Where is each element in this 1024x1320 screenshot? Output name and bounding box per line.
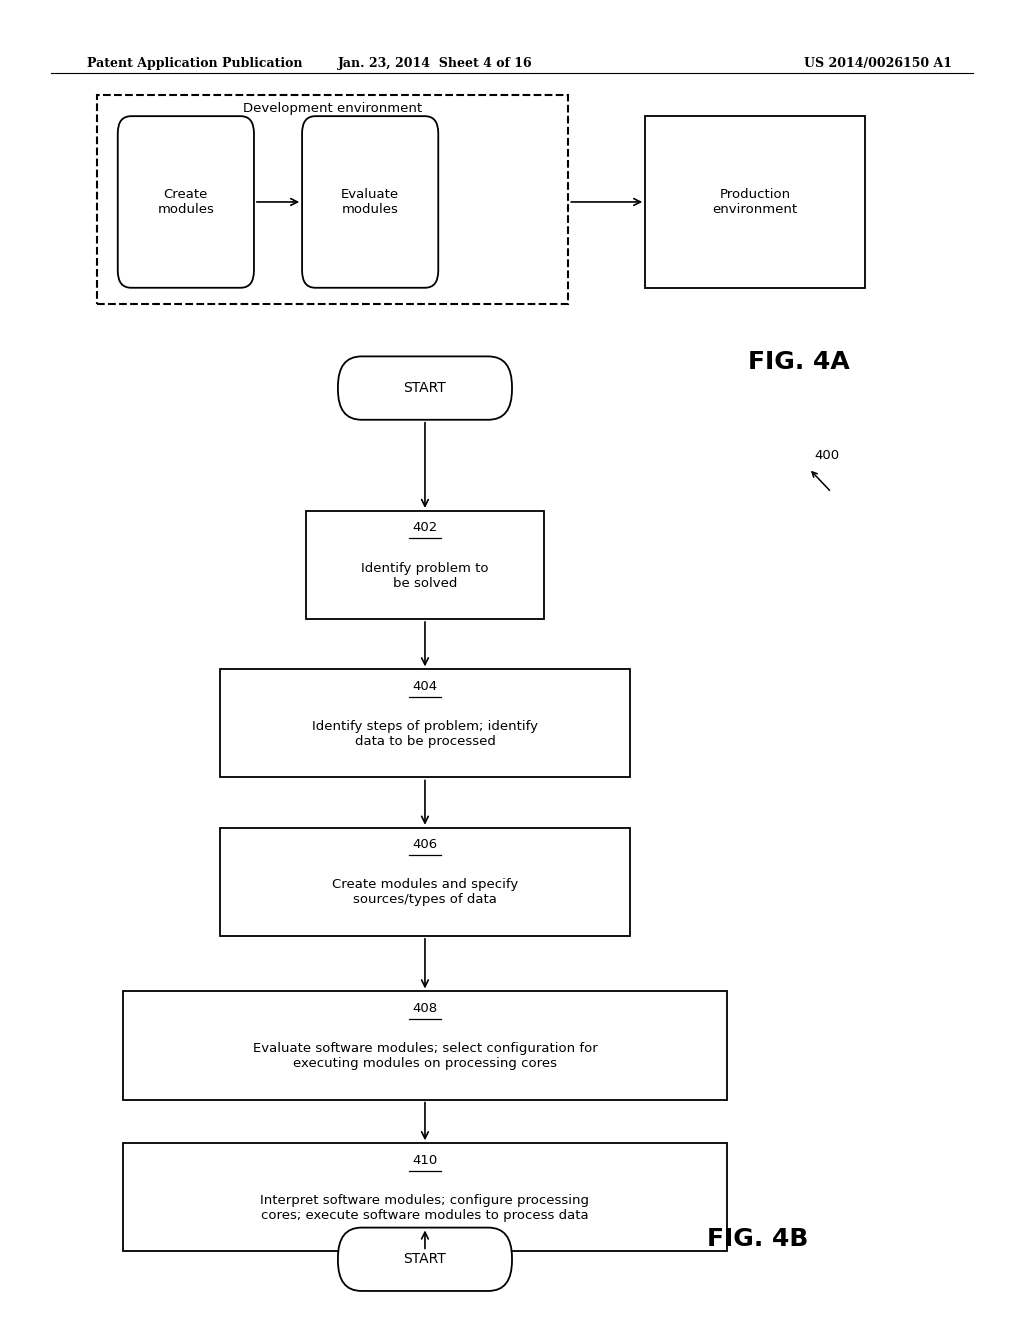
Text: Identify steps of problem; identify
data to be processed: Identify steps of problem; identify data… bbox=[312, 719, 538, 748]
FancyBboxPatch shape bbox=[220, 828, 630, 936]
Text: Interpret software modules; configure processing
cores; execute software modules: Interpret software modules; configure pr… bbox=[260, 1193, 590, 1222]
FancyBboxPatch shape bbox=[302, 116, 438, 288]
Text: Patent Application Publication: Patent Application Publication bbox=[87, 57, 302, 70]
Text: 402: 402 bbox=[413, 521, 437, 535]
Text: 406: 406 bbox=[413, 838, 437, 851]
FancyBboxPatch shape bbox=[118, 116, 254, 288]
Text: Create
modules: Create modules bbox=[158, 187, 214, 216]
FancyBboxPatch shape bbox=[123, 991, 727, 1100]
FancyBboxPatch shape bbox=[306, 511, 544, 619]
Text: 400: 400 bbox=[814, 449, 840, 462]
Text: FIG. 4A: FIG. 4A bbox=[748, 350, 849, 374]
Text: START: START bbox=[403, 1253, 446, 1266]
Text: Create modules and specify
sources/types of data: Create modules and specify sources/types… bbox=[332, 878, 518, 907]
Text: Evaluate software modules; select configuration for
executing modules on process: Evaluate software modules; select config… bbox=[253, 1041, 597, 1071]
Text: Jan. 23, 2014  Sheet 4 of 16: Jan. 23, 2014 Sheet 4 of 16 bbox=[338, 57, 532, 70]
FancyBboxPatch shape bbox=[97, 95, 568, 304]
Text: FIG. 4B: FIG. 4B bbox=[707, 1228, 808, 1251]
Text: US 2014/0026150 A1: US 2014/0026150 A1 bbox=[804, 57, 952, 70]
Text: Identify problem to
be solved: Identify problem to be solved bbox=[361, 561, 488, 590]
Text: 404: 404 bbox=[413, 680, 437, 693]
Text: 408: 408 bbox=[413, 1002, 437, 1015]
Text: Evaluate
modules: Evaluate modules bbox=[341, 187, 399, 216]
FancyBboxPatch shape bbox=[338, 1228, 512, 1291]
Text: Production
environment: Production environment bbox=[713, 187, 798, 216]
Text: START: START bbox=[403, 381, 446, 395]
Text: 410: 410 bbox=[413, 1154, 437, 1167]
FancyBboxPatch shape bbox=[645, 116, 865, 288]
FancyBboxPatch shape bbox=[220, 669, 630, 777]
FancyBboxPatch shape bbox=[123, 1143, 727, 1251]
FancyBboxPatch shape bbox=[338, 356, 512, 420]
Text: Development environment: Development environment bbox=[244, 102, 422, 115]
